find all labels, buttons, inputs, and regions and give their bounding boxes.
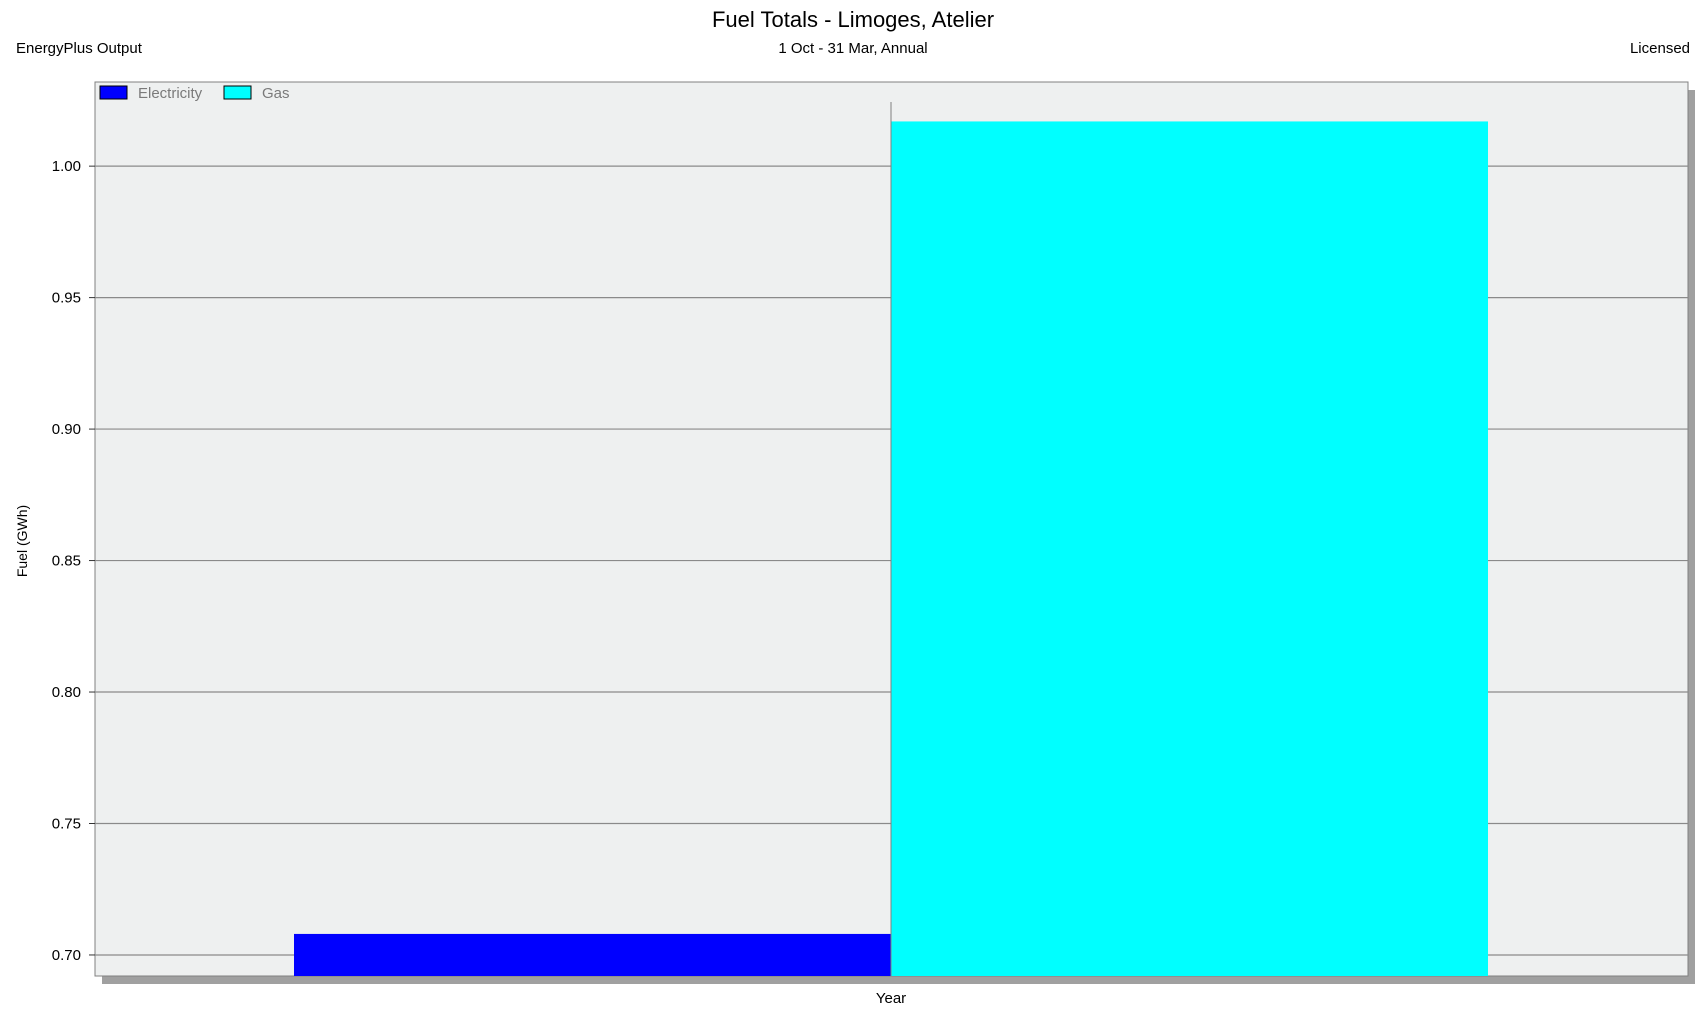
y-tick-label: 0.90 [52, 421, 81, 438]
y-tick-label: 0.70 [52, 947, 81, 964]
bar-gas [891, 121, 1488, 977]
source-note: EnergyPlus Output [16, 40, 143, 57]
y-tick-label: 1.00 [52, 158, 81, 175]
y-axis-ticks: 0.70 0.75 0.80 0.85 0.90 0.95 1.00 [52, 158, 95, 964]
bars [294, 121, 1488, 977]
y-tick-label: 0.75 [52, 815, 81, 832]
chart-title: Fuel Totals - Limoges, Atelier [712, 7, 994, 32]
y-tick-label: 0.85 [52, 553, 81, 570]
legend-swatch-gas [223, 85, 252, 100]
x-axis-label: Year [876, 990, 906, 1007]
license-note: Licensed [1630, 40, 1690, 57]
bar-electricity [294, 933, 891, 976]
y-axis-label: Fuel (GWh) [14, 505, 30, 577]
legend: Electricity Gas [99, 85, 290, 102]
legend-swatch-electricity [99, 85, 128, 100]
legend-label-electricity: Electricity [138, 85, 203, 102]
y-tick-label: 0.80 [52, 684, 81, 701]
legend-label-gas: Gas [262, 85, 290, 102]
y-tick-label: 0.95 [52, 290, 81, 307]
chart-subtitle: 1 Oct - 31 Mar, Annual [778, 40, 927, 57]
